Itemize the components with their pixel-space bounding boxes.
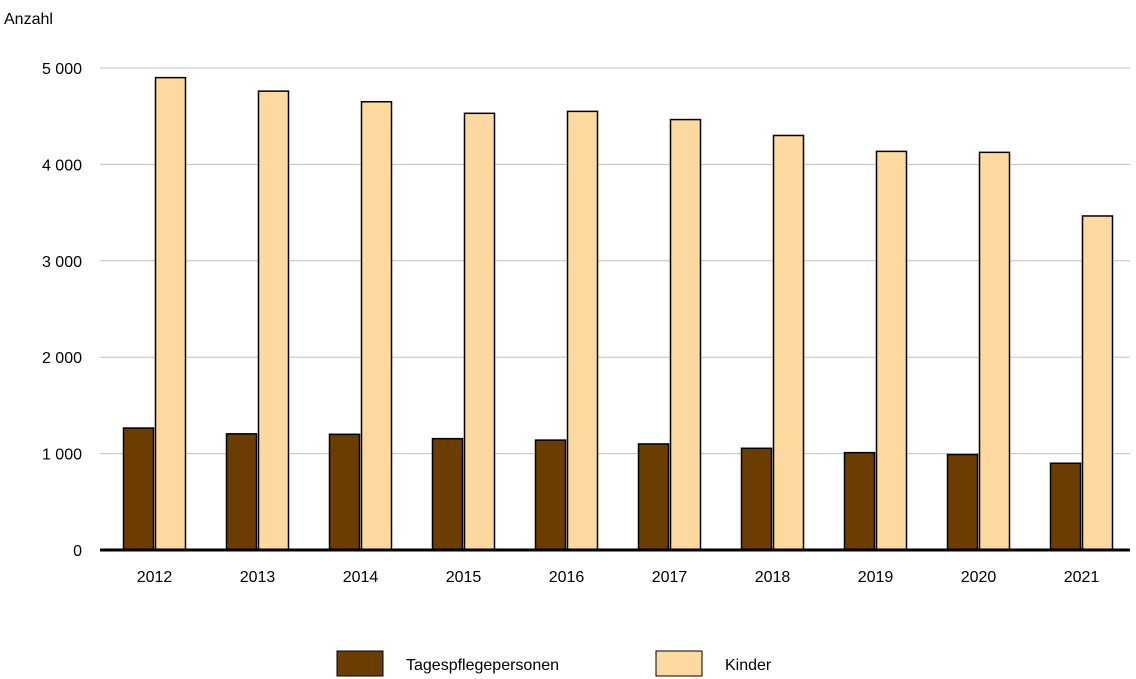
bar-tagespflegepersonen-2020 xyxy=(946,453,979,551)
bar-kinder-2014 xyxy=(360,100,393,551)
bar-kinder-2018 xyxy=(772,134,805,551)
x-tick-label: 2020 xyxy=(961,569,997,586)
y-tick-label: 0 xyxy=(73,543,82,560)
legend-swatch xyxy=(655,650,703,677)
x-tick-label: 2016 xyxy=(549,569,585,586)
y-tick-labels: 0 1 000 2 000 3 000 4 000 5 000 xyxy=(42,61,82,560)
gridlines xyxy=(100,67,1130,455)
legend-swatch xyxy=(336,650,384,677)
legend: Tagespflegepersonen Kinder xyxy=(336,650,772,677)
y-axis-label: Anzahl xyxy=(4,11,53,28)
bar-tagespflegepersonen-2015 xyxy=(431,437,464,551)
bar-tagespflegepersonen-2012 xyxy=(122,427,155,551)
bar-tagespflegepersonen-2018 xyxy=(740,447,773,551)
x-tick-label: 2014 xyxy=(343,569,379,586)
x-tick-label: 2019 xyxy=(858,569,894,586)
bar-kinder-2015 xyxy=(463,112,496,551)
legend-label: Tagespflegepersonen xyxy=(406,657,559,674)
bar-tagespflegepersonen-2014 xyxy=(328,433,361,551)
y-tick-label: 3 000 xyxy=(42,254,82,271)
bar-kinder-2012 xyxy=(154,76,187,551)
bar-kinder-2013 xyxy=(257,90,290,551)
bar-tagespflegepersonen-2021 xyxy=(1049,462,1082,551)
x-tick-label: 2018 xyxy=(755,569,791,586)
x-tick-label: 2021 xyxy=(1064,569,1100,586)
x-tick-label: 2015 xyxy=(446,569,482,586)
bar-tagespflegepersonen-2016 xyxy=(534,439,567,551)
bar-kinder-2017 xyxy=(669,118,702,551)
y-tick-label: 1 000 xyxy=(42,447,82,464)
bar-kinder-2021 xyxy=(1081,215,1114,551)
bar-tagespflegepersonen-2019 xyxy=(843,451,876,551)
x-tick-label: 2017 xyxy=(652,569,688,586)
bars xyxy=(122,76,1114,551)
bar-kinder-2020 xyxy=(978,151,1011,551)
legend-label: Kinder xyxy=(725,657,772,674)
bar-kinder-2016 xyxy=(566,110,599,551)
y-tick-label: 4 000 xyxy=(42,157,82,174)
x-tick-label: 2013 xyxy=(240,569,276,586)
y-tick-label: 5 000 xyxy=(42,61,82,78)
bar-tagespflegepersonen-2017 xyxy=(637,443,670,551)
y-tick-label: 2 000 xyxy=(42,350,82,367)
bar-kinder-2019 xyxy=(875,150,908,551)
x-tick-labels: 2012 2013 2014 2015 2016 2017 2018 2019 2020 2021 xyxy=(137,569,1100,586)
x-tick-label: 2012 xyxy=(137,569,173,586)
bar-tagespflegepersonen-2013 xyxy=(225,433,258,551)
